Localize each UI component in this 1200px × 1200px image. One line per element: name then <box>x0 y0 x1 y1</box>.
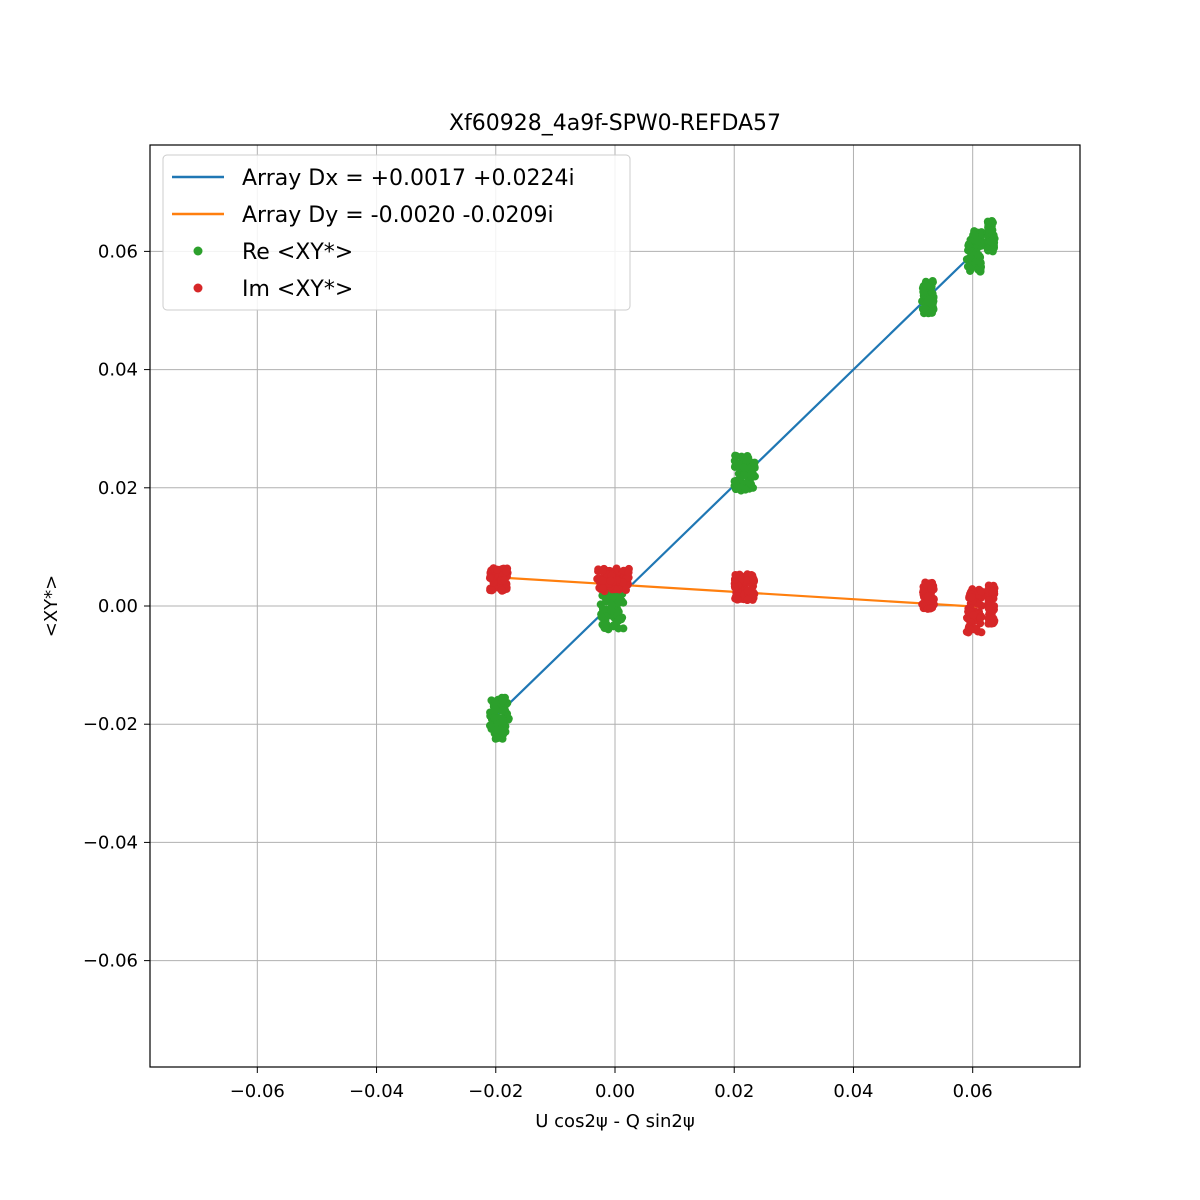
data-point <box>967 593 976 602</box>
data-points <box>485 216 999 743</box>
data-point <box>966 266 975 275</box>
data-point <box>487 586 496 595</box>
data-point <box>976 614 985 623</box>
data-point <box>928 277 937 286</box>
y-tick-label: 0.00 <box>98 596 138 617</box>
data-point <box>498 706 507 715</box>
y-tick-label: 0.04 <box>98 360 138 381</box>
data-point <box>598 566 607 575</box>
data-point <box>741 485 750 494</box>
axis-ticks: −0.06 −0.04 −0.02 0.00 0.02 0.04 0.06 −0.06 −0.0… <box>83 241 993 1102</box>
data-point <box>984 604 993 613</box>
y-tick-label: 0.06 <box>98 241 138 262</box>
data-point <box>976 259 985 268</box>
x-tick-label: −0.06 <box>230 1081 285 1102</box>
data-point <box>597 613 606 622</box>
data-point <box>987 619 996 628</box>
data-point <box>919 287 928 296</box>
data-point <box>731 570 740 579</box>
data-point <box>619 624 628 633</box>
data-point <box>928 289 937 298</box>
y-tick-label: −0.06 <box>83 951 138 972</box>
data-point <box>964 241 973 250</box>
data-point <box>609 621 618 630</box>
data-point <box>493 565 502 574</box>
legend-label: Im <XY*> <box>242 277 353 302</box>
data-point <box>740 470 749 479</box>
data-point <box>977 587 986 596</box>
legend: Array Dx = +0.0017 +0.0224i Array Dy = -0… <box>162 154 631 311</box>
data-point <box>927 299 936 308</box>
legend-label: Re <XY*> <box>242 240 353 265</box>
data-point <box>988 587 997 596</box>
y-tick-label: −0.04 <box>83 832 138 853</box>
data-point <box>748 575 757 584</box>
data-point <box>600 624 609 633</box>
legend-point-swatch <box>193 283 203 293</box>
data-point <box>986 237 995 246</box>
data-point <box>497 585 506 594</box>
data-point <box>749 458 758 467</box>
data-point <box>498 696 507 705</box>
data-point <box>741 455 750 464</box>
data-point <box>924 592 933 601</box>
data-point <box>504 714 513 723</box>
data-point <box>598 576 607 585</box>
data-point <box>969 611 978 620</box>
data-point <box>496 726 505 735</box>
data-point <box>596 600 605 609</box>
data-point <box>984 245 993 254</box>
legend-label: Array Dy = -0.0020 -0.0209i <box>242 203 554 228</box>
data-point <box>498 716 507 725</box>
data-point <box>485 721 494 730</box>
data-point <box>743 595 752 604</box>
x-tick-label: 0.04 <box>833 1081 873 1102</box>
x-axis-label: U cos2ψ - Q sin2ψ <box>535 1111 694 1132</box>
chart-title: Xf60928_4a9f-SPW0-REFDA57 <box>449 111 781 136</box>
data-point <box>926 604 935 613</box>
data-point <box>602 595 611 604</box>
data-point <box>598 584 607 593</box>
data-point <box>743 586 752 595</box>
data-point <box>607 601 616 610</box>
data-point <box>976 267 985 276</box>
data-point <box>733 595 742 604</box>
x-tick-label: −0.02 <box>468 1081 523 1102</box>
y-tick-label: 0.02 <box>98 478 138 499</box>
data-point <box>606 576 615 585</box>
y-tick-label: −0.02 <box>83 714 138 735</box>
data-point <box>920 304 929 313</box>
data-point <box>926 308 935 317</box>
data-point <box>491 706 500 715</box>
data-point <box>502 567 511 576</box>
data-point <box>624 568 633 577</box>
x-tick-label: 0.00 <box>595 1081 635 1102</box>
data-point <box>730 583 739 592</box>
x-tick-label: 0.06 <box>953 1081 993 1102</box>
data-point <box>614 607 623 616</box>
legend-label: Array Dx = +0.0017 +0.0224i <box>242 166 575 191</box>
plot-frame <box>149 144 1081 1068</box>
data-point <box>731 478 740 487</box>
x-tick-label: 0.02 <box>714 1081 754 1102</box>
data-point <box>491 734 500 743</box>
data-point <box>740 463 749 472</box>
y-axis-label: <XY*> <box>41 575 62 638</box>
data-point <box>974 250 983 259</box>
legend-box <box>162 154 631 311</box>
data-point <box>500 576 509 585</box>
data-point <box>490 713 499 722</box>
x-tick-label: −0.04 <box>349 1081 404 1102</box>
data-point <box>966 625 975 634</box>
legend-point-swatch <box>193 246 203 256</box>
data-point <box>927 584 936 593</box>
data-point <box>984 225 993 234</box>
data-point <box>747 480 756 489</box>
data-point <box>485 574 494 583</box>
data-point <box>622 586 631 595</box>
data-point <box>972 236 981 245</box>
